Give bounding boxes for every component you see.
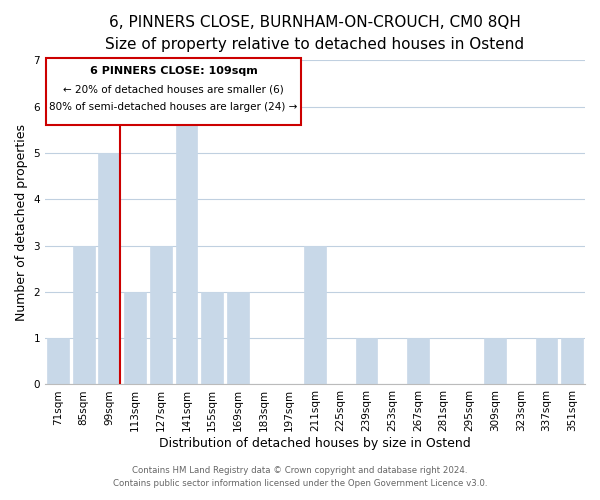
Bar — [536, 338, 557, 384]
Bar — [407, 338, 429, 384]
Bar — [201, 292, 223, 384]
Bar — [304, 246, 326, 384]
Bar — [98, 153, 120, 384]
Bar — [227, 292, 249, 384]
Y-axis label: Number of detached properties: Number of detached properties — [15, 124, 28, 321]
Text: ← 20% of detached houses are smaller (6): ← 20% of detached houses are smaller (6) — [63, 85, 284, 95]
Text: Contains HM Land Registry data © Crown copyright and database right 2024.
Contai: Contains HM Land Registry data © Crown c… — [113, 466, 487, 487]
Title: 6, PINNERS CLOSE, BURNHAM-ON-CROUCH, CM0 8QH
Size of property relative to detach: 6, PINNERS CLOSE, BURNHAM-ON-CROUCH, CM0… — [106, 15, 524, 52]
Text: 80% of semi-detached houses are larger (24) →: 80% of semi-detached houses are larger (… — [49, 102, 298, 112]
Bar — [484, 338, 506, 384]
Bar — [561, 338, 583, 384]
Bar — [124, 292, 146, 384]
FancyBboxPatch shape — [46, 58, 301, 125]
Bar — [356, 338, 377, 384]
Bar — [176, 106, 197, 384]
Bar — [73, 246, 95, 384]
X-axis label: Distribution of detached houses by size in Ostend: Distribution of detached houses by size … — [159, 437, 471, 450]
Bar — [150, 246, 172, 384]
Bar — [47, 338, 69, 384]
Text: 6 PINNERS CLOSE: 109sqm: 6 PINNERS CLOSE: 109sqm — [90, 66, 257, 76]
